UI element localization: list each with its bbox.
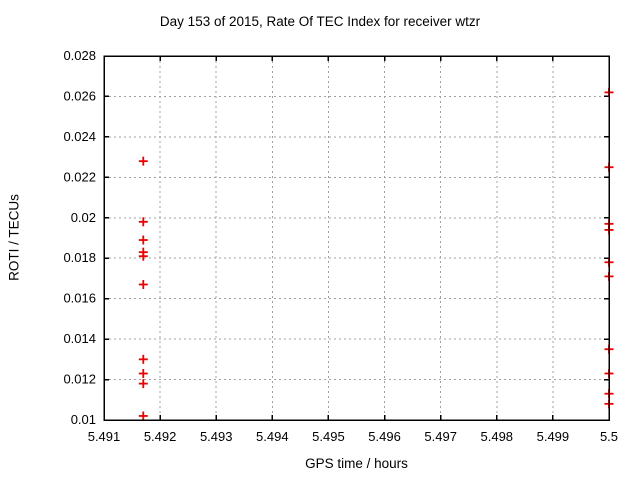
y-tick-label: 0.018 bbox=[63, 250, 96, 265]
x-tick-label: 5.494 bbox=[256, 429, 289, 444]
y-tick-label: 0.02 bbox=[71, 210, 96, 225]
y-axis-label: ROTI / TECUs bbox=[6, 194, 22, 281]
x-tick-label: 5.498 bbox=[481, 429, 514, 444]
x-tick-label: 5.499 bbox=[537, 429, 570, 444]
y-tick-label: 0.012 bbox=[63, 372, 96, 387]
x-axis-label: GPS time / hours bbox=[305, 456, 408, 471]
x-tick-label: 5.5 bbox=[600, 429, 618, 444]
plot-border bbox=[103, 55, 610, 421]
x-tick-label: 5.492 bbox=[144, 429, 177, 444]
y-tick-label: 0.01 bbox=[71, 412, 96, 427]
y-tick-label: 0.028 bbox=[63, 48, 96, 63]
y-tick-label: 0.026 bbox=[63, 88, 96, 103]
y-tick-label: 0.022 bbox=[63, 169, 96, 184]
y-tick-label: 0.014 bbox=[63, 331, 96, 346]
y-tick-label: 0.024 bbox=[63, 129, 96, 144]
x-tick-label: 5.495 bbox=[312, 429, 345, 444]
y-tick-label: 0.016 bbox=[63, 291, 96, 306]
x-tick-label: 5.493 bbox=[200, 429, 233, 444]
x-tick-label: 5.496 bbox=[368, 429, 401, 444]
x-tick-label: 5.497 bbox=[424, 429, 457, 444]
chart-title: Day 153 of 2015, Rate Of TEC Index for r… bbox=[159, 14, 481, 29]
x-tick-label: 5.491 bbox=[88, 429, 121, 444]
